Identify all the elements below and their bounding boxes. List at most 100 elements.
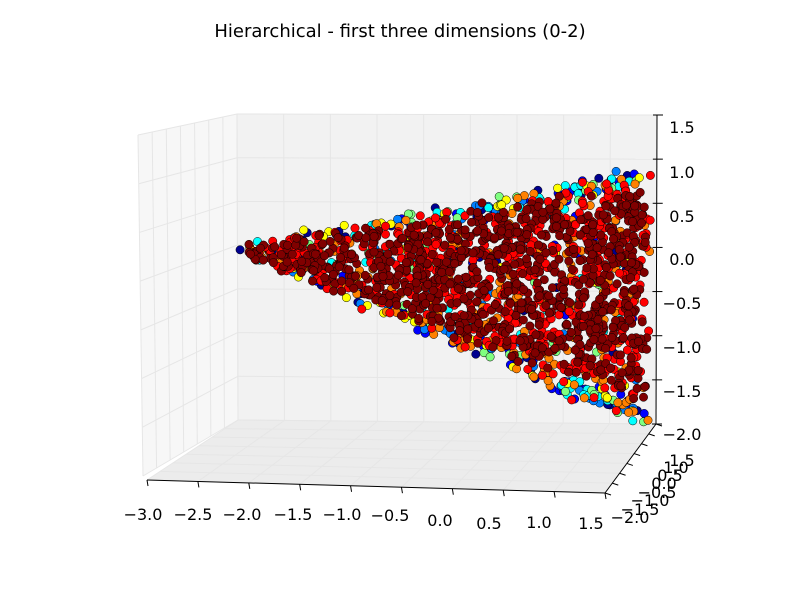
z-tick-label: −2.0 — [663, 425, 702, 444]
data-point — [592, 243, 602, 253]
data-point — [522, 230, 532, 240]
data-point — [550, 343, 560, 353]
data-point — [519, 284, 529, 294]
x-tick — [146, 479, 149, 487]
grid-line-z — [138, 157, 238, 185]
data-point — [483, 203, 493, 213]
grid-line-x — [562, 114, 565, 424]
z-tick-label: −0.5 — [663, 294, 702, 313]
data-point — [573, 357, 583, 367]
data-point — [320, 251, 329, 261]
y-tick — [641, 443, 648, 447]
data-point — [627, 258, 636, 268]
data-point — [583, 238, 593, 248]
data-point — [485, 352, 495, 362]
data-point — [337, 276, 347, 286]
data-point — [608, 322, 618, 332]
data-point — [639, 297, 649, 307]
data-point — [314, 230, 324, 240]
x-tick-label: −1.0 — [323, 505, 362, 524]
grid-line-y — [237, 419, 657, 425]
axis-lines — [146, 114, 663, 500]
data-point — [450, 312, 460, 322]
grid-line-x — [350, 421, 425, 487]
data-point — [297, 256, 307, 266]
grid-line-x — [197, 420, 285, 482]
data-point — [357, 304, 367, 314]
data-point — [255, 243, 265, 253]
data-point — [633, 373, 643, 383]
data-point — [617, 368, 627, 378]
data-point — [344, 265, 354, 275]
data-point — [441, 214, 451, 224]
data-point — [500, 307, 510, 317]
data-point — [541, 300, 551, 310]
data-point — [296, 268, 306, 278]
x-tick — [502, 490, 505, 497]
data-point — [559, 359, 569, 369]
data-point — [582, 263, 592, 273]
grid-line-z — [142, 419, 239, 477]
data-point — [521, 214, 531, 224]
data-point — [385, 290, 395, 300]
grid-line-x — [248, 420, 332, 484]
data-point — [440, 240, 450, 250]
data-point — [407, 304, 417, 314]
data-point — [522, 205, 532, 214]
data-point — [541, 248, 551, 258]
data-point — [639, 268, 649, 277]
grid-line-x — [451, 422, 518, 490]
data-point — [385, 257, 395, 267]
data-point — [472, 267, 482, 277]
data-point — [589, 393, 599, 403]
data-point — [381, 229, 390, 239]
data-point — [270, 242, 280, 252]
data-point — [478, 309, 488, 319]
data-point — [587, 249, 597, 259]
grid-line-y — [208, 119, 212, 437]
data-point — [551, 213, 561, 223]
data-point — [535, 254, 545, 264]
grid-line-z — [137, 113, 238, 136]
data-point — [604, 248, 614, 258]
grid-line-y — [211, 436, 642, 445]
y-tick-label: −2.0 — [611, 508, 650, 527]
data-point — [567, 395, 577, 405]
z-tick-label: 0.5 — [669, 207, 694, 226]
data-point — [442, 257, 451, 267]
data-point — [334, 262, 344, 272]
data-point — [393, 270, 403, 280]
data-point — [611, 406, 621, 416]
data-point — [341, 293, 351, 303]
data-point — [369, 232, 379, 241]
data-point — [513, 202, 523, 212]
data-point — [586, 191, 596, 201]
data-point — [643, 415, 653, 425]
data-point — [585, 361, 595, 370]
y-tick-label: −1.0 — [631, 491, 670, 510]
data-point — [372, 283, 382, 292]
data-point — [637, 218, 647, 228]
data-point — [598, 307, 608, 317]
grid-line-y — [137, 134, 144, 477]
data-point — [329, 286, 339, 296]
grid-line-z — [237, 157, 657, 160]
data-point — [310, 249, 320, 259]
data-point — [456, 246, 466, 256]
data-point — [423, 237, 433, 247]
data-point — [377, 296, 387, 306]
data-point — [515, 244, 525, 254]
data-point — [596, 230, 606, 240]
data-point — [493, 250, 503, 260]
data-point — [633, 365, 643, 375]
data-point — [523, 364, 533, 374]
data-point — [544, 308, 554, 318]
data-point — [614, 245, 624, 255]
data-point — [427, 316, 437, 326]
chart-title: Hierarchical - first three dimensions (0… — [214, 21, 586, 42]
grid-line-z — [140, 288, 238, 331]
data-point — [309, 266, 318, 276]
data-point — [619, 333, 628, 343]
data-point — [555, 231, 565, 241]
data-point — [525, 321, 535, 331]
